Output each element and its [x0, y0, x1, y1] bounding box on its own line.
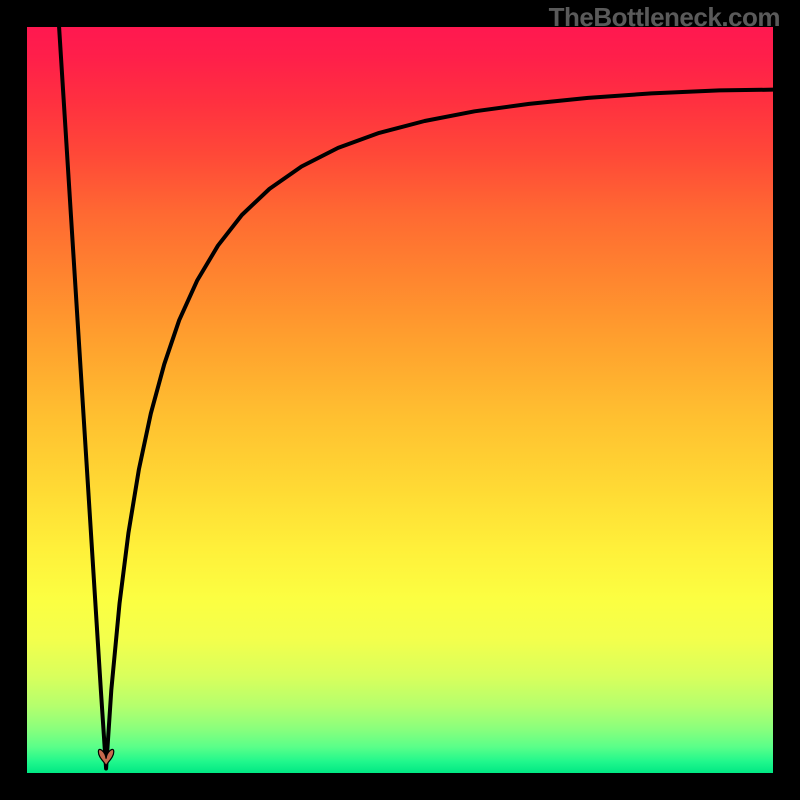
chart-container: TheBottleneck.com: [0, 0, 800, 800]
gradient-chart: [27, 27, 773, 773]
plot-area: [27, 27, 773, 773]
watermark-text: TheBottleneck.com: [549, 2, 780, 33]
gradient-background: [27, 27, 773, 773]
